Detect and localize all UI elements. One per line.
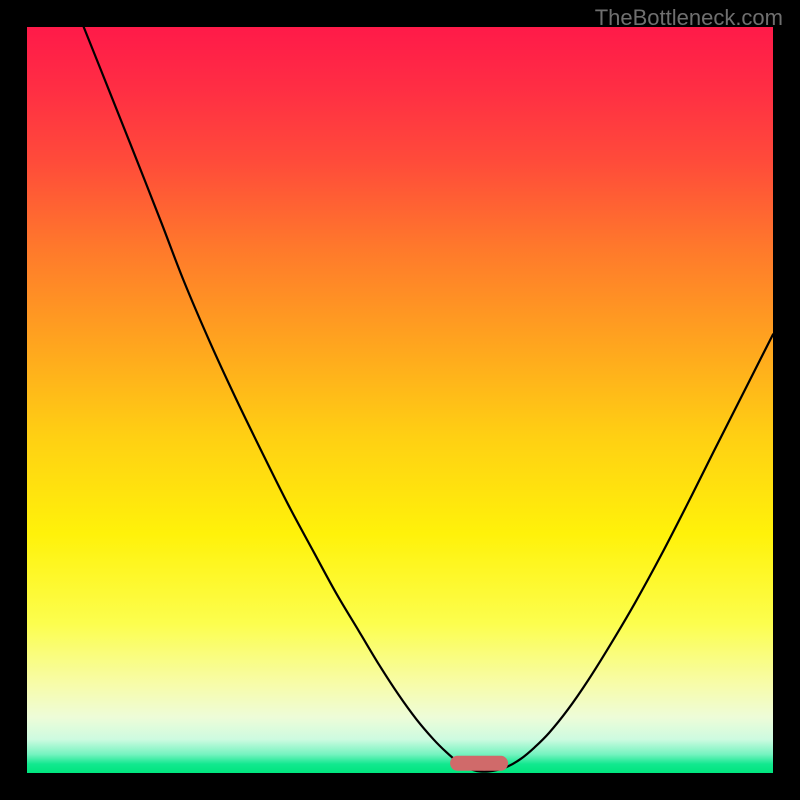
plot-area xyxy=(27,27,773,773)
chart-stage: TheBottleneck.com xyxy=(0,0,800,800)
chart-svg xyxy=(0,0,800,800)
optimal-marker xyxy=(450,756,508,771)
